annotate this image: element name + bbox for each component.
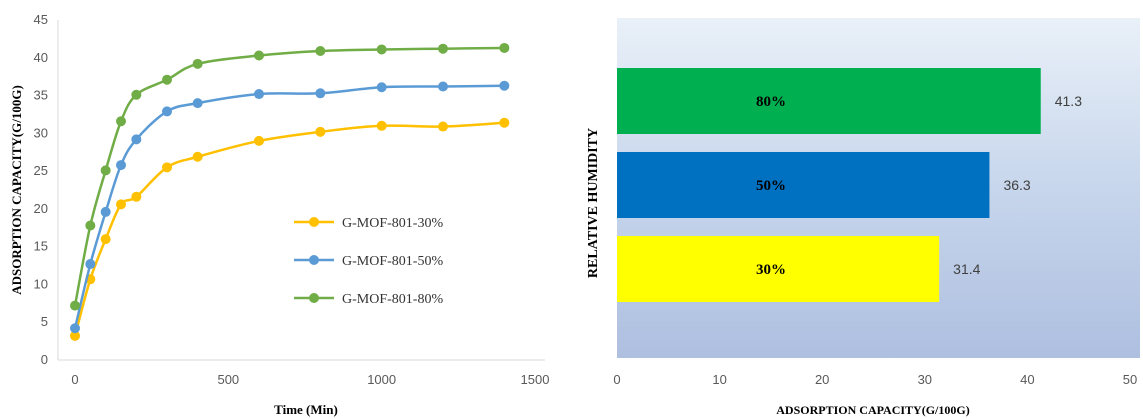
data-point	[131, 134, 142, 145]
bar-value-label: 41.3	[1055, 93, 1082, 109]
bar-category-label: 30%	[756, 262, 786, 278]
y-tick-labels: 0 5 10 15 20 25 30 35 40 45	[34, 12, 48, 367]
bar-value-label: 31.4	[953, 261, 980, 277]
data-point	[438, 43, 448, 54]
bar	[617, 236, 940, 302]
y-tick-label: 10	[34, 276, 48, 291]
legend-label: G-MOF-801-30%	[342, 216, 443, 231]
x-tick-label: 10	[712, 372, 726, 387]
data-point	[162, 106, 172, 117]
data-point	[116, 199, 126, 210]
data-point	[254, 50, 264, 61]
bars-group: 80% 41.3 50% 36.3 30% 31.4	[617, 68, 1082, 302]
legend-label: G-MOF-801-80%	[342, 292, 443, 307]
bar	[617, 68, 1041, 134]
data-point	[376, 120, 387, 131]
data-point	[162, 162, 172, 173]
data-point	[254, 89, 264, 100]
legend-swatch-marker	[309, 255, 319, 265]
x-tick-label: 0	[71, 372, 78, 387]
bar-value-label: 36.3	[1003, 177, 1030, 193]
data-point	[192, 58, 203, 69]
x-tick-label: 1000	[367, 372, 396, 387]
data-point	[192, 98, 203, 109]
data-point	[192, 151, 203, 162]
x-tick-labels: 0 10 20 30 40 50	[613, 372, 1137, 387]
y-tick-label: 15	[34, 239, 48, 254]
data-point	[131, 191, 142, 202]
y-tick-label: 5	[41, 314, 48, 329]
legend: G-MOF-801-30% G-MOF-801-50% G-MOF-801-80%	[294, 216, 443, 307]
x-tick-label: 0	[613, 372, 620, 387]
legend-swatch-marker	[309, 217, 319, 227]
data-point	[438, 121, 448, 132]
data-point	[70, 330, 80, 341]
series-group	[70, 42, 510, 341]
y-tick-label: 45	[34, 12, 48, 27]
data-point	[499, 42, 510, 53]
y-tick-label: 0	[41, 352, 48, 367]
data-point	[100, 206, 111, 217]
data-point	[100, 234, 111, 245]
bar-category-label: 80%	[756, 94, 786, 110]
data-point	[315, 88, 326, 99]
x-tick-label: 20	[815, 372, 829, 387]
y-axis-title: ADSORPTION CAPACITY(G/100G)	[9, 85, 24, 295]
data-point	[100, 165, 111, 176]
bar	[617, 152, 990, 218]
legend-label: G-MOF-801-50%	[342, 254, 443, 269]
x-tick-label: 50	[1123, 372, 1137, 387]
data-point	[162, 74, 172, 85]
y-tick-label: 20	[34, 201, 48, 216]
bar-chart: 80% 41.3 50% 36.3 30% 31.4 0 10 20 30 40 50 RELATI…	[586, 18, 1140, 417]
data-point	[376, 44, 387, 55]
y-tick-label: 30	[34, 125, 48, 140]
x-tick-label: 500	[217, 372, 239, 387]
data-point	[85, 220, 96, 231]
x-tick-labels: 0 500 1000 1500	[71, 372, 549, 387]
data-point	[131, 89, 142, 100]
line-chart: 0 5 10 15 20 25 30 35 40 45 0 500 1000 1500 G-MOF-80…	[9, 12, 549, 417]
data-point	[438, 81, 448, 92]
y-tick-label: 35	[34, 88, 48, 103]
y-tick-label: 25	[34, 163, 48, 178]
data-point	[499, 117, 510, 128]
x-axis-title: Time (Min)	[274, 402, 338, 417]
x-axis-title: ADSORPTION CAPACITY(G/100G)	[776, 403, 969, 417]
data-point	[315, 126, 326, 137]
y-axis-title: RELATIVE HUMIDITY	[586, 128, 601, 278]
legend-swatch-marker	[309, 293, 319, 303]
x-tick-label: 30	[918, 372, 932, 387]
bar-category-label: 50%	[756, 178, 786, 194]
data-point	[116, 116, 126, 127]
data-point	[315, 45, 326, 56]
data-point	[70, 300, 80, 311]
data-point	[254, 135, 264, 146]
x-tick-label: 40	[1020, 372, 1034, 387]
data-point	[499, 80, 510, 91]
data-point	[85, 259, 96, 270]
y-tick-label: 40	[34, 50, 48, 65]
data-point	[70, 323, 80, 334]
data-point	[376, 82, 387, 93]
data-point	[116, 160, 126, 171]
x-tick-label: 1500	[521, 372, 550, 387]
